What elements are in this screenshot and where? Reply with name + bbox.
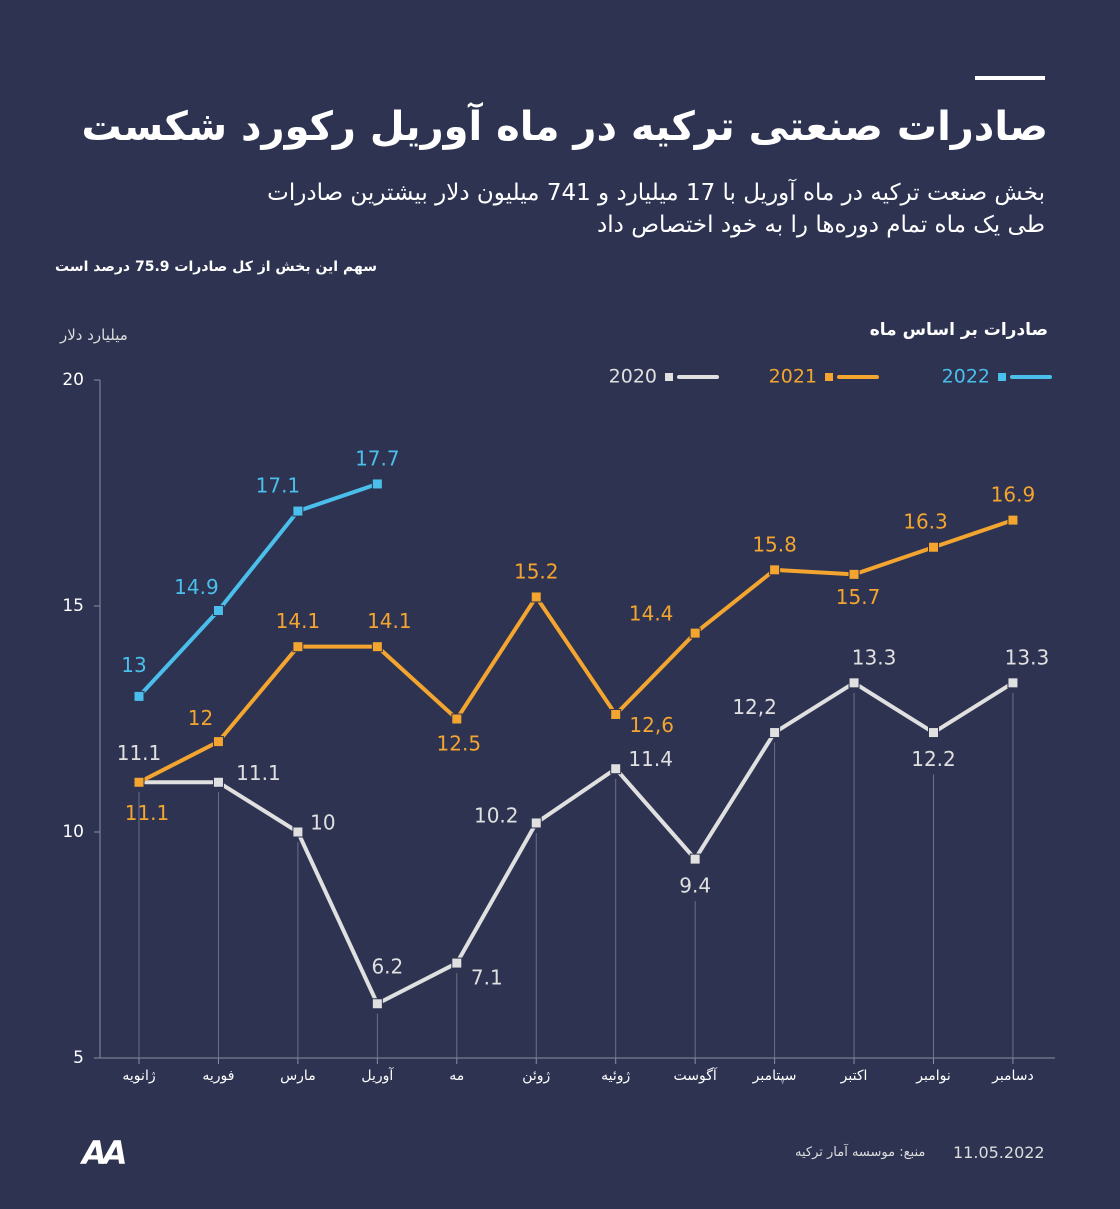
subtitle-line: طی یک ماه تمام دوره‌ها را به خود اختصاص … <box>597 212 1045 238</box>
legend-marker <box>825 373 833 381</box>
data-label: 12,2 <box>732 695 777 719</box>
data-label: 16.3 <box>903 510 948 534</box>
series-line <box>139 680 1015 1006</box>
point <box>530 817 542 829</box>
point <box>1007 514 1019 526</box>
data-label: 15.8 <box>752 532 797 556</box>
data-label: 14.1 <box>276 609 321 633</box>
x-tick-label: ژوئن <box>522 1068 550 1084</box>
point <box>133 776 145 788</box>
x-tick-label: آوریل <box>361 1067 394 1084</box>
y-tick-label: 15 <box>62 596 84 616</box>
point <box>292 641 304 653</box>
point <box>1007 677 1019 689</box>
data-label: 15.7 <box>836 585 881 609</box>
data-label: 13 <box>121 653 146 677</box>
legend-label: 2020 <box>609 366 657 388</box>
data-label: 11.1 <box>236 761 281 785</box>
y-tick-label: 20 <box>62 370 84 390</box>
data-label: 17.7 <box>355 446 400 470</box>
y-axis-label: میلیارد دلار <box>60 326 128 344</box>
y-tick-label: 10 <box>62 822 84 842</box>
data-label: 10 <box>310 811 335 835</box>
series-line <box>137 482 378 698</box>
data-label: 11.1 <box>125 801 170 825</box>
x-tick-label: ژانویه <box>122 1068 155 1084</box>
data-label: 11.4 <box>628 747 673 771</box>
data-label: 16.9 <box>991 483 1036 507</box>
title: صادرات صنعتی ترکیه در ماه آوریل رکورد شک… <box>81 104 1048 150</box>
point <box>133 690 145 702</box>
data-label: 14.1 <box>367 609 412 633</box>
point <box>212 776 224 788</box>
logo: AA <box>82 1134 127 1172</box>
point <box>292 505 304 517</box>
data-label: 12,6 <box>629 713 674 737</box>
point <box>292 826 304 838</box>
series-line <box>138 518 1014 785</box>
x-tick-label: دسامبر <box>991 1068 1034 1084</box>
point <box>610 708 622 720</box>
data-label: 9.4 <box>679 874 711 898</box>
top-bar <box>975 76 1045 80</box>
point <box>371 998 383 1010</box>
x-tick-label: فوریه <box>202 1068 234 1084</box>
data-label: 14.4 <box>629 602 674 626</box>
legend-marker <box>665 373 673 381</box>
legend-label: 2021 <box>769 366 817 388</box>
point <box>530 591 542 603</box>
data-label: 7.1 <box>471 966 503 990</box>
x-tick-label: سپتامبر <box>752 1068 797 1084</box>
x-tick-label: آگوست <box>674 1067 718 1084</box>
data-label: 14.9 <box>174 575 219 599</box>
point <box>371 641 383 653</box>
x-tick-label: ژوئیه <box>601 1068 630 1084</box>
data-label: 10.2 <box>474 803 519 827</box>
point <box>451 713 463 725</box>
point <box>689 853 701 865</box>
x-tick-label: مارس <box>280 1068 316 1084</box>
y-tick-label: 5 <box>73 1048 84 1068</box>
point <box>212 736 224 748</box>
data-label: 12.5 <box>437 732 482 756</box>
data-label: 13.3 <box>852 645 897 669</box>
point <box>769 727 781 739</box>
x-tick-label: مه <box>449 1068 464 1084</box>
date: 11.05.2022 <box>953 1143 1045 1162</box>
point <box>848 677 860 689</box>
point <box>848 568 860 580</box>
data-label: 12.2 <box>911 747 956 771</box>
point <box>769 564 781 576</box>
point <box>212 605 224 617</box>
subtitle-line: بخش صنعت ترکیه در ماه آوریل با 17 میلیار… <box>267 180 1045 206</box>
data-label: 15.2 <box>514 559 559 583</box>
point <box>928 727 939 739</box>
point <box>451 957 463 969</box>
x-tick-label: نوامبر <box>915 1068 950 1084</box>
point <box>689 627 701 639</box>
legend-title: صادرات بر اساس ماه <box>869 320 1048 340</box>
data-label: 12 <box>188 706 213 730</box>
point <box>610 763 622 775</box>
source: منبع: موسسه آمار ترکیه <box>795 1145 926 1160</box>
data-label: 6.2 <box>371 954 403 978</box>
data-label: 17.1 <box>256 474 301 498</box>
note: سهم این بخش از کل صادرات 75.9 درصد است <box>55 259 377 275</box>
legend-marker <box>998 373 1006 381</box>
data-label: 13.3 <box>1005 645 1050 669</box>
point <box>928 541 939 553</box>
data-label: 11.1 <box>117 741 162 765</box>
legend-label: 2022 <box>942 366 990 388</box>
point <box>371 478 383 490</box>
x-tick-label: اکتبر <box>840 1068 868 1084</box>
